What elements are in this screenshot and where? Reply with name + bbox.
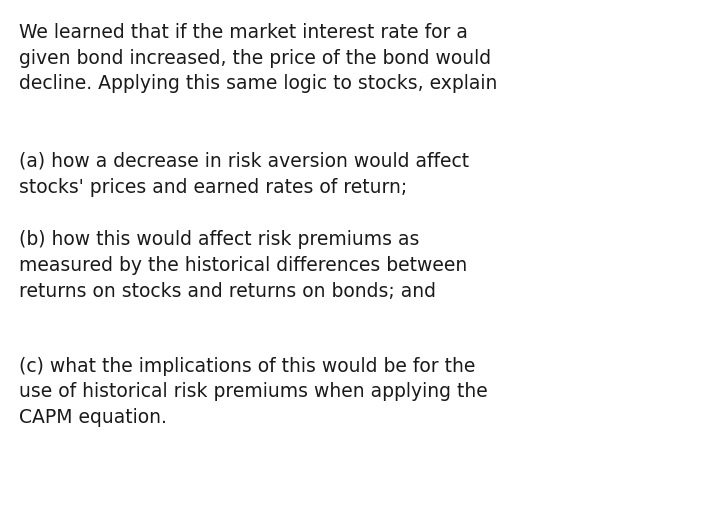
- Text: (a) how a decrease in risk aversion would affect
stocks' prices and earned rates: (a) how a decrease in risk aversion woul…: [19, 152, 469, 196]
- Text: We learned that if the market interest rate for a
given bond increased, the pric: We learned that if the market interest r…: [19, 23, 498, 93]
- Text: (c) what the implications of this would be for the
use of historical risk premiu: (c) what the implications of this would …: [19, 356, 488, 426]
- Text: (b) how this would affect risk premiums as
measured by the historical difference: (b) how this would affect risk premiums …: [19, 230, 468, 300]
